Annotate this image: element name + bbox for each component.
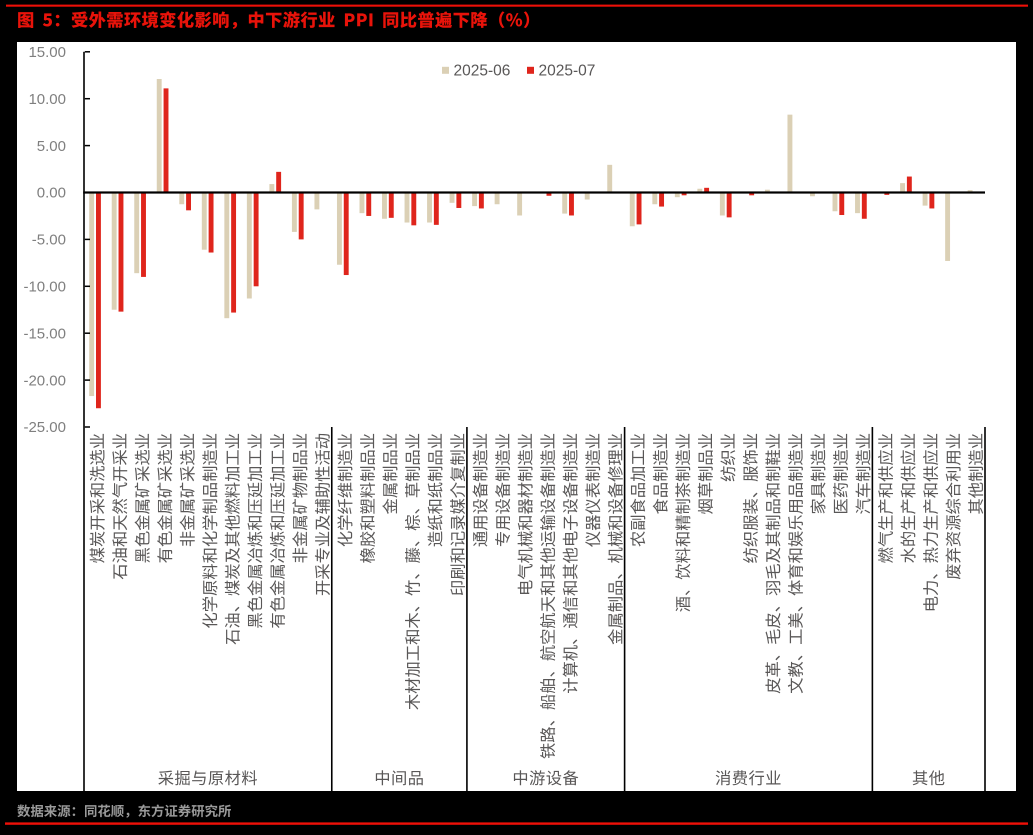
svg-text:-5.00: -5.00 <box>32 232 66 249</box>
svg-text:2025-06: 2025-06 <box>454 63 511 80</box>
svg-text:5.00: 5.00 <box>37 138 66 155</box>
svg-text:0.00: 0.00 <box>37 185 66 202</box>
svg-text:-15.00: -15.00 <box>23 325 66 342</box>
svg-text:15.00: 15.00 <box>28 44 66 61</box>
svg-text:-25.00: -25.00 <box>23 419 66 436</box>
svg-text:-20.00: -20.00 <box>23 372 66 389</box>
svg-text:2025-07: 2025-07 <box>539 63 596 80</box>
svg-text:-10.00: -10.00 <box>23 279 66 296</box>
svg-text:10.00: 10.00 <box>28 91 66 108</box>
